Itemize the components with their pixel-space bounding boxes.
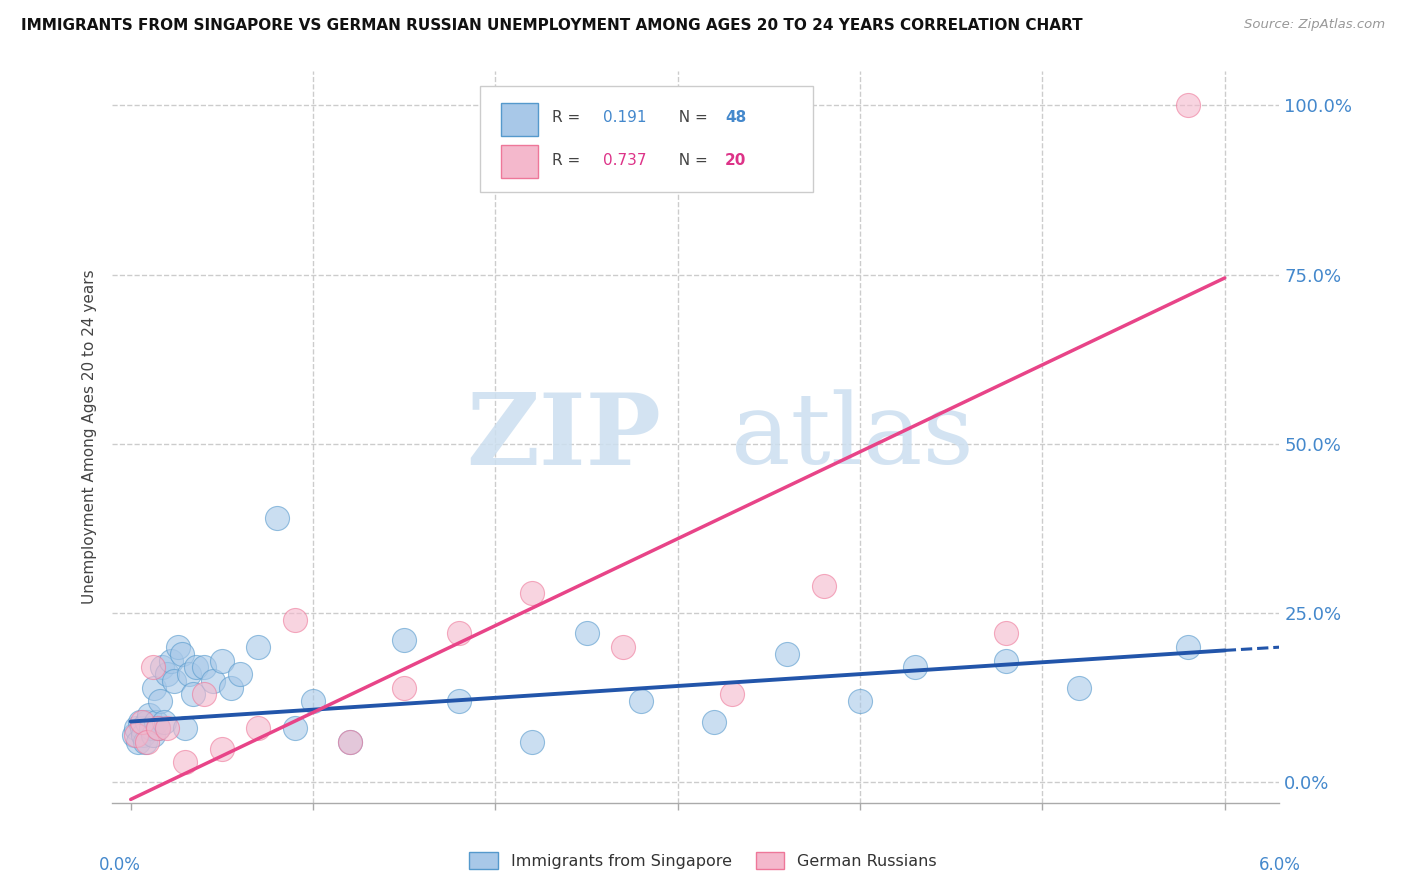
Point [149, 694, 172, 708]
Point [131, 721, 153, 735]
Point [284, 721, 307, 735]
Y-axis label: Unemployment Among Ages 20 to 24 years: Unemployment Among Ages 20 to 24 years [82, 269, 97, 605]
Point [630, 694, 652, 708]
Point [1177, 98, 1199, 112]
Point [142, 660, 165, 674]
Point [247, 721, 270, 735]
Point [447, 694, 470, 708]
Point [139, 721, 162, 735]
Point [721, 688, 744, 702]
Text: 48: 48 [725, 111, 747, 126]
Point [849, 694, 872, 708]
Point [156, 667, 179, 681]
Point [174, 721, 197, 735]
Point [177, 667, 200, 681]
Point [131, 714, 153, 729]
Point [394, 633, 416, 648]
Point [904, 660, 927, 674]
Text: 0.0%: 0.0% [98, 856, 141, 874]
Point [1177, 640, 1199, 654]
Point [219, 681, 242, 695]
Text: atlas: atlas [731, 389, 974, 485]
Point [520, 735, 543, 749]
Point [174, 755, 197, 769]
Point [229, 667, 252, 681]
Point [146, 721, 169, 735]
Text: R =: R = [553, 153, 591, 168]
Point [186, 660, 208, 674]
Point [211, 654, 233, 668]
Point [193, 688, 215, 702]
Point [612, 640, 634, 654]
Text: 0.737: 0.737 [603, 153, 647, 168]
Text: 20: 20 [725, 153, 747, 168]
Text: N =: N = [669, 153, 713, 168]
Point [302, 694, 325, 708]
Point [132, 728, 155, 742]
Point [776, 647, 799, 661]
Point [201, 673, 224, 688]
Point [170, 647, 193, 661]
Text: N =: N = [669, 111, 713, 126]
FancyBboxPatch shape [501, 103, 538, 136]
Point [163, 673, 186, 688]
Text: ZIP: ZIP [465, 389, 661, 485]
Point [994, 654, 1017, 668]
Point [339, 735, 361, 749]
Point [211, 741, 233, 756]
Text: 0.191: 0.191 [603, 111, 647, 126]
Point [125, 728, 148, 742]
Point [143, 681, 166, 695]
Point [125, 721, 148, 735]
Point [813, 579, 835, 593]
Text: Source: ZipAtlas.com: Source: ZipAtlas.com [1244, 18, 1385, 31]
Point [128, 714, 150, 729]
Point [142, 728, 165, 742]
Point [167, 640, 190, 654]
Point [145, 714, 167, 729]
Text: IMMIGRANTS FROM SINGAPORE VS GERMAN RUSSIAN UNEMPLOYMENT AMONG AGES 20 TO 24 YEA: IMMIGRANTS FROM SINGAPORE VS GERMAN RUSS… [21, 18, 1083, 33]
Point [156, 721, 179, 735]
Point [266, 511, 288, 525]
Point [339, 735, 361, 749]
Point [520, 586, 543, 600]
Point [394, 681, 416, 695]
Point [124, 728, 146, 742]
Point [138, 707, 160, 722]
Point [575, 626, 598, 640]
Point [284, 613, 307, 627]
Point [160, 654, 183, 668]
FancyBboxPatch shape [479, 86, 813, 192]
Legend: Immigrants from Singapore, German Russians: Immigrants from Singapore, German Russia… [463, 846, 943, 875]
Point [136, 735, 159, 749]
Point [150, 660, 173, 674]
Point [181, 688, 204, 702]
Text: 6.0%: 6.0% [1258, 856, 1301, 874]
Point [994, 626, 1017, 640]
Point [127, 735, 149, 749]
Point [447, 626, 470, 640]
Text: R =: R = [553, 111, 591, 126]
Point [703, 714, 725, 729]
Point [1067, 681, 1090, 695]
Point [136, 714, 159, 729]
Point [134, 735, 156, 749]
Point [193, 660, 215, 674]
Point [146, 721, 169, 735]
Point [152, 714, 174, 729]
Point [247, 640, 270, 654]
FancyBboxPatch shape [501, 145, 538, 178]
